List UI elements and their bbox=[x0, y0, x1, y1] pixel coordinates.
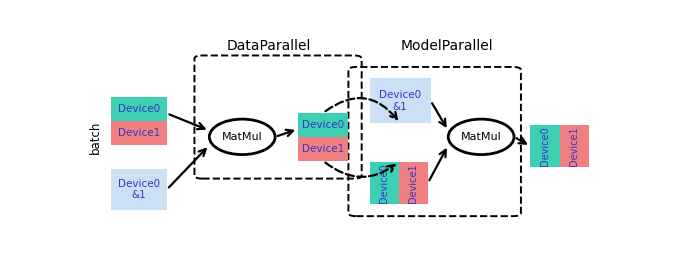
FancyBboxPatch shape bbox=[560, 125, 589, 167]
FancyArrowPatch shape bbox=[516, 137, 526, 144]
Text: Device1: Device1 bbox=[118, 128, 160, 138]
FancyBboxPatch shape bbox=[111, 169, 167, 210]
Text: DataParallel: DataParallel bbox=[227, 39, 311, 53]
FancyBboxPatch shape bbox=[530, 125, 560, 167]
Text: Device0
&1: Device0 &1 bbox=[379, 90, 421, 112]
Text: Device1: Device1 bbox=[302, 144, 345, 154]
FancyArrowPatch shape bbox=[169, 114, 204, 129]
FancyArrowPatch shape bbox=[169, 149, 206, 188]
Text: Device0: Device0 bbox=[118, 104, 160, 114]
Text: Device1: Device1 bbox=[408, 163, 419, 203]
Text: MatMul: MatMul bbox=[222, 132, 262, 142]
FancyBboxPatch shape bbox=[298, 113, 349, 137]
Text: MatMul: MatMul bbox=[461, 132, 501, 142]
Text: Device0
&1: Device0 &1 bbox=[118, 179, 160, 200]
FancyBboxPatch shape bbox=[111, 97, 167, 121]
FancyBboxPatch shape bbox=[298, 137, 349, 161]
Ellipse shape bbox=[448, 119, 514, 154]
Text: batch: batch bbox=[88, 120, 101, 154]
FancyBboxPatch shape bbox=[399, 162, 428, 204]
FancyArrowPatch shape bbox=[325, 98, 397, 119]
Text: ModelParallel: ModelParallel bbox=[400, 39, 493, 53]
Text: Device0: Device0 bbox=[302, 120, 345, 130]
FancyBboxPatch shape bbox=[111, 121, 167, 145]
FancyArrowPatch shape bbox=[278, 130, 293, 136]
FancyArrowPatch shape bbox=[325, 163, 395, 177]
FancyArrowPatch shape bbox=[432, 103, 445, 126]
Text: Device1: Device1 bbox=[569, 127, 580, 166]
FancyBboxPatch shape bbox=[370, 78, 431, 123]
FancyArrowPatch shape bbox=[429, 150, 446, 180]
FancyBboxPatch shape bbox=[370, 162, 399, 204]
Text: Device0: Device0 bbox=[540, 127, 550, 166]
Text: Device0: Device0 bbox=[379, 163, 389, 203]
Ellipse shape bbox=[210, 119, 275, 154]
